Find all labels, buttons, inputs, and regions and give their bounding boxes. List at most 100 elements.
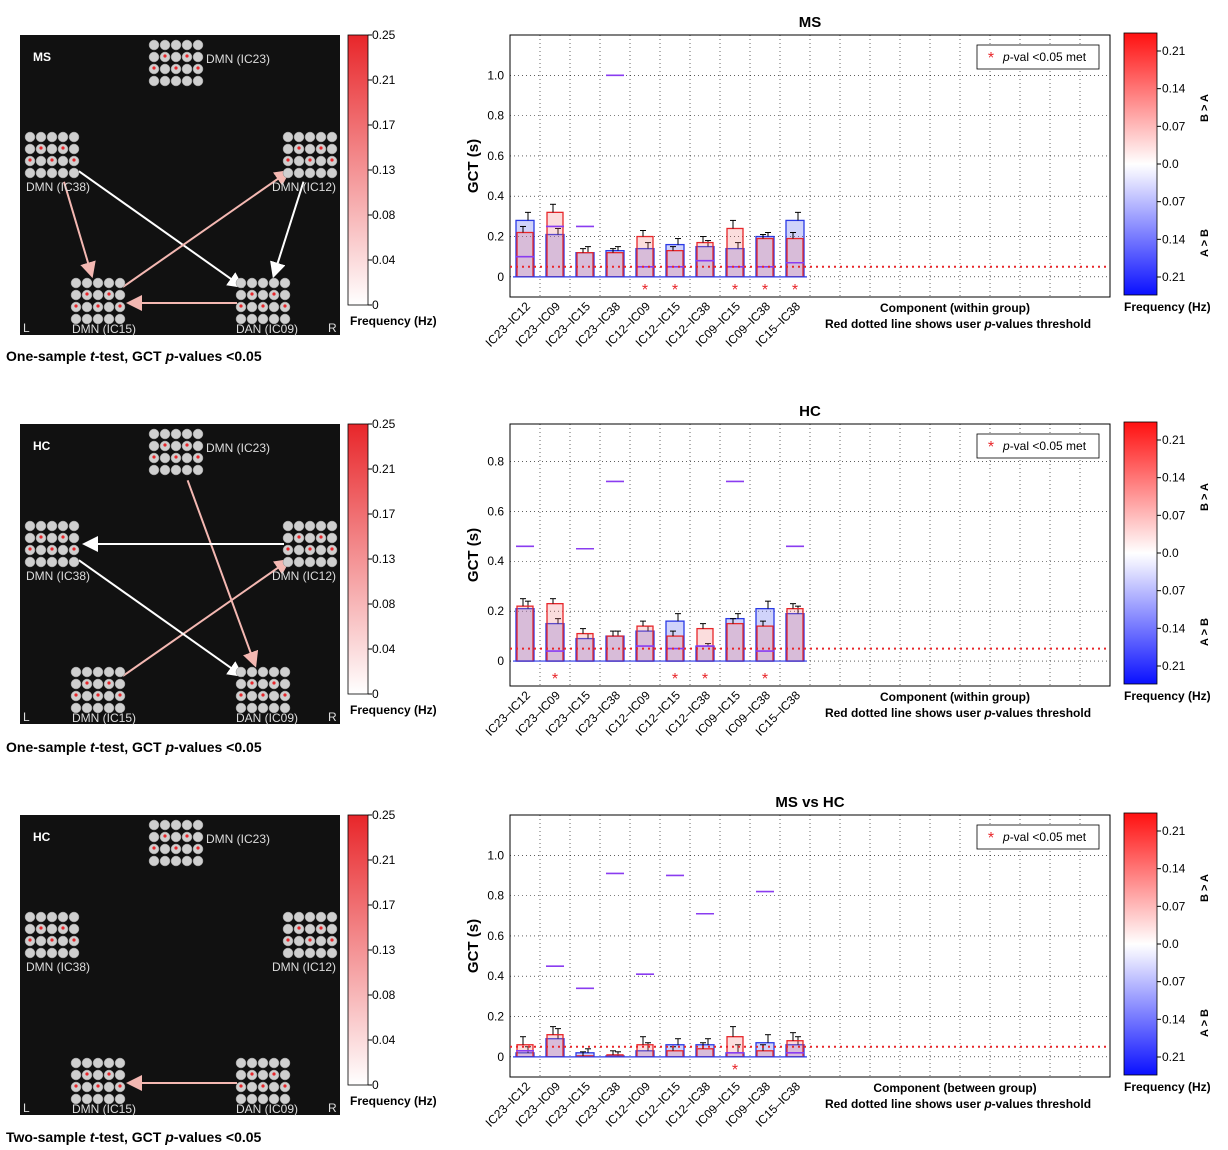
colorbar-tick-label: 0.21 [372, 462, 396, 476]
activation-blob [174, 846, 178, 850]
activation-blob [330, 547, 334, 551]
brain-slice [170, 428, 182, 440]
brain-slice [293, 556, 305, 568]
brain-slice [57, 155, 69, 167]
colorbar-tick-label: 0.21 [1162, 270, 1186, 284]
activation-blob [39, 926, 43, 930]
bar-series-b [546, 1034, 564, 1058]
brain-node-label: DAN (IC09) [236, 1102, 298, 1116]
brain-slice [92, 678, 104, 690]
brain-slice [114, 1057, 126, 1069]
brain-slice [92, 277, 104, 289]
brain-slice [268, 313, 280, 325]
brain-slice [57, 911, 69, 923]
caption-pre: One-sample [6, 739, 91, 755]
brain-node-label: DAN (IC09) [236, 322, 298, 336]
brain-slice [293, 947, 305, 959]
brain-slice [268, 1093, 280, 1105]
bar-series-b [726, 227, 744, 278]
brain-slice [315, 131, 327, 143]
activation-blob [72, 158, 76, 162]
brain-slice [326, 520, 338, 532]
connectivity-arrow [186, 479, 259, 668]
colorbar-tick-label: 0.08 [372, 208, 396, 222]
brain-slice [170, 831, 182, 843]
activation-blob [28, 158, 32, 162]
brain-slice [68, 947, 80, 959]
brain-slice [92, 1093, 104, 1105]
y-tick-label: 0 [497, 654, 504, 668]
brain-slice [68, 167, 80, 179]
colorbar-tick-label: 0 [372, 1078, 379, 1092]
significance-star: * [732, 282, 738, 299]
brain-slice [235, 313, 247, 325]
colorbar-tick-label: 0.13 [372, 552, 396, 566]
colorbar-tick-label: 0.04 [372, 642, 396, 656]
activation-blob [50, 938, 54, 942]
activation-blob [283, 693, 287, 697]
activation-blob [196, 455, 200, 459]
brain-slice [35, 911, 47, 923]
activation-blob [163, 834, 167, 838]
colorbar-side-bottom: A > B [1199, 1009, 1211, 1037]
brain-slice [304, 143, 316, 155]
brain-slice [46, 556, 58, 568]
brain-slice [57, 520, 69, 532]
brain-slice [279, 702, 291, 714]
bar-series-b [546, 211, 564, 278]
colorbar-side-top: B > A [1199, 94, 1211, 122]
colorbar-tick-label: 0.07 [1162, 899, 1186, 913]
brain-thumbnail-dmn-ic12- [282, 520, 338, 568]
brain-slice [81, 1057, 93, 1069]
brain-slice [103, 1057, 115, 1069]
brain-slice [170, 440, 182, 452]
brain-slice [57, 167, 69, 179]
brain-slice [92, 1057, 104, 1069]
colorbar-side-top: B > A [1199, 483, 1211, 511]
brain-slice [326, 923, 338, 935]
brain-slice [246, 1081, 258, 1093]
colorbar-tick-label: 0.21 [1162, 433, 1186, 447]
activation-blob [72, 938, 76, 942]
brain-thumbnail-dmn-ic23- [148, 428, 204, 476]
brain-slice [192, 75, 204, 87]
threshold-note: Red dotted line shows user p-values thre… [825, 1097, 1091, 1111]
brain-slice [114, 1069, 126, 1081]
frequency-colorbar [347, 423, 369, 695]
caption-p: p [165, 348, 175, 364]
caption-mid: -test, GCT [94, 348, 166, 364]
brain-slice [114, 666, 126, 678]
brain-slice [81, 1093, 93, 1105]
activation-blob [39, 535, 43, 539]
brain-slice [170, 855, 182, 867]
brain-slice [304, 131, 316, 143]
activation-blob [185, 54, 189, 58]
brain-slice [246, 313, 258, 325]
brain-slice [246, 690, 258, 702]
colorbar-tick-label: 0.13 [372, 163, 396, 177]
brain-slice [293, 167, 305, 179]
caption-p: p [165, 1129, 174, 1145]
brain-slice [46, 911, 58, 923]
brain-slice [114, 277, 126, 289]
brain-slice [282, 556, 294, 568]
y-tick-label: 0.4 [487, 189, 504, 203]
brain-slice [282, 143, 294, 155]
brain-slice [304, 556, 316, 568]
brain-slice [279, 666, 291, 678]
colorbar-tick-label: 0.04 [372, 1033, 396, 1047]
activation-blob [319, 926, 323, 930]
activation-blob [96, 693, 100, 697]
brain-slice [159, 75, 171, 87]
brain-thumbnail-dmn-ic15- [70, 666, 126, 714]
brain-slice [192, 464, 204, 476]
brain-slice [81, 301, 93, 313]
activation-blob [74, 304, 78, 308]
chart-title: MS [799, 14, 822, 31]
brain-slice [246, 666, 258, 678]
activation-blob [96, 1084, 100, 1088]
brain-slice [35, 167, 47, 179]
significance-star: * [792, 282, 798, 299]
colorbar-tick-label: 0.07 [1162, 584, 1186, 598]
brain-slice [103, 313, 115, 325]
